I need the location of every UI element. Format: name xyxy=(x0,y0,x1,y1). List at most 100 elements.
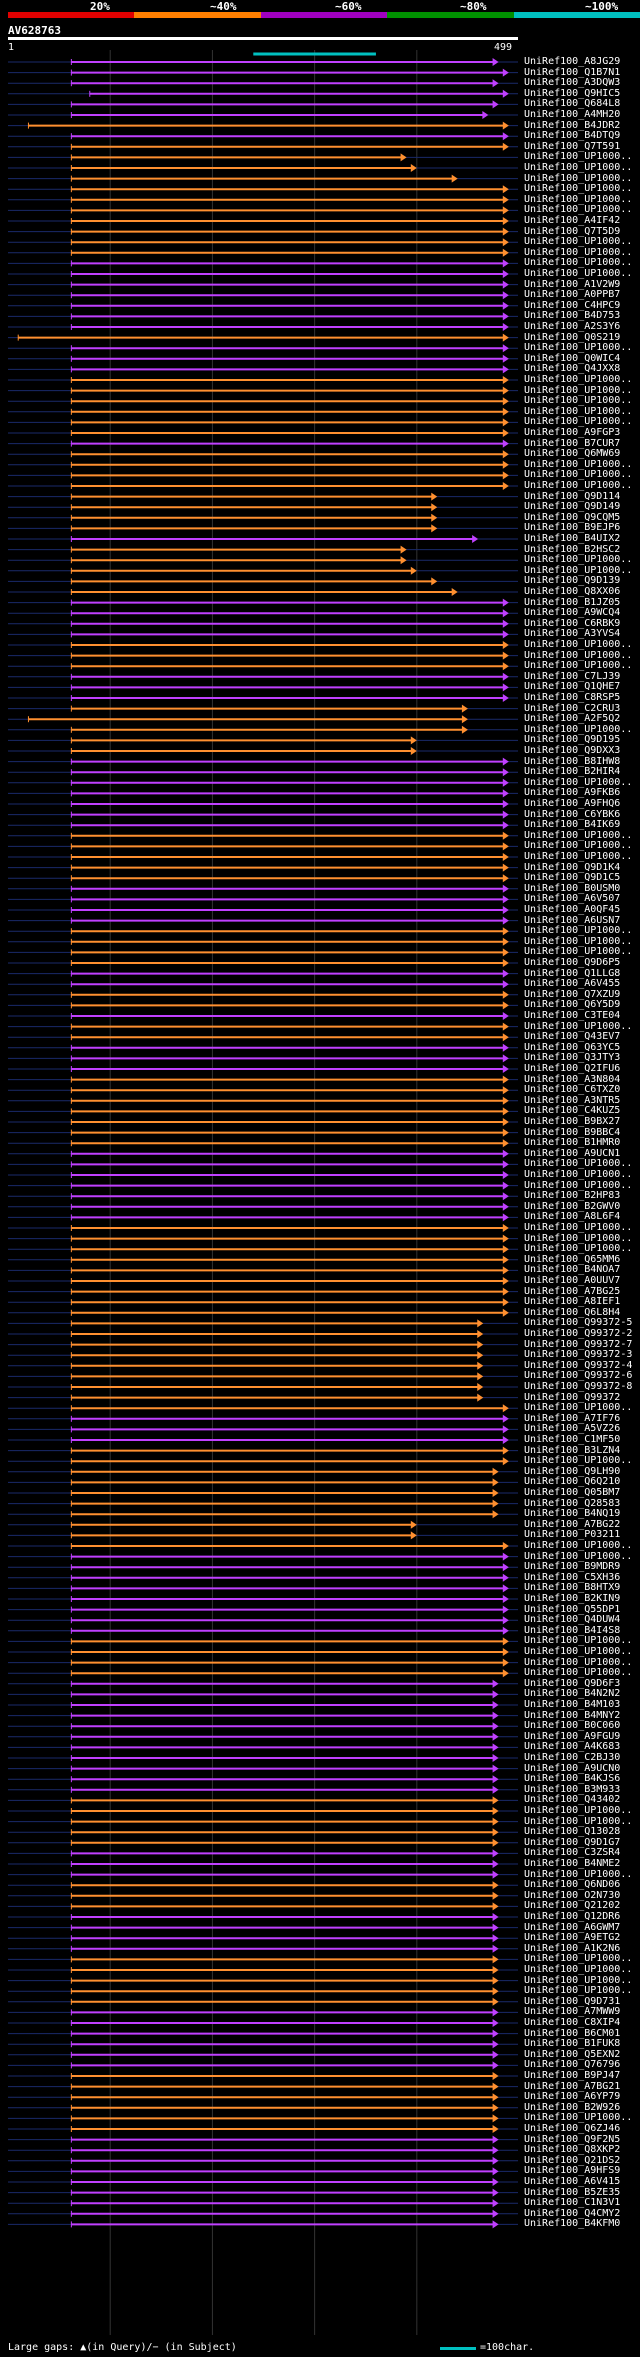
hit-label[interactable]: UniRef100_Q65MM6 xyxy=(524,1253,621,1265)
hit-row[interactable] xyxy=(8,1870,518,1879)
hit-label[interactable]: UniRef100_UP1000.. xyxy=(524,935,633,947)
hit-row[interactable] xyxy=(8,1722,518,1731)
hit-label[interactable]: UniRef100_A7BG21 xyxy=(524,2080,621,2092)
hit-label[interactable]: UniRef100_C4HPC9 xyxy=(524,299,621,311)
hit-row[interactable] xyxy=(8,248,518,257)
hit-row[interactable] xyxy=(8,1637,518,1646)
hit-row[interactable] xyxy=(8,1701,518,1709)
hit-label[interactable]: UniRef100_C7LJ39 xyxy=(524,670,621,682)
hit-row[interactable] xyxy=(8,694,518,702)
hit-label[interactable]: UniRef100_Q9F2N5 xyxy=(524,2133,621,2145)
hit-row[interactable] xyxy=(8,1171,518,1179)
hit-row[interactable] xyxy=(8,2135,518,2144)
hit-row[interactable] xyxy=(8,1520,518,1529)
hit-label[interactable]: UniRef100_A8IEF1 xyxy=(524,1296,621,1308)
hit-label[interactable]: UniRef100_UP1000.. xyxy=(524,183,633,195)
hit-row[interactable] xyxy=(8,1754,518,1762)
hit-row[interactable] xyxy=(8,588,518,596)
hit-label[interactable]: UniRef100_B2KIN9 xyxy=(524,1593,621,1604)
hit-row[interactable] xyxy=(8,1287,518,1296)
hit-row[interactable] xyxy=(8,853,518,861)
hit-row[interactable] xyxy=(8,259,518,268)
hit-label[interactable]: UniRef100_A9ETG2 xyxy=(524,1932,621,1944)
hit-label[interactable]: UniRef100_B1HMR0 xyxy=(524,1137,621,1149)
hit-label[interactable]: UniRef100_A3YVS4 xyxy=(524,628,621,640)
hit-label[interactable]: UniRef100_UP1000.. xyxy=(524,1455,633,1467)
hit-row[interactable] xyxy=(8,1224,518,1232)
hit-label[interactable]: UniRef100_C6RBK9 xyxy=(524,617,621,629)
hit-row[interactable] xyxy=(8,959,518,967)
hit-label[interactable]: UniRef100_B4I4S8 xyxy=(524,1624,621,1636)
hit-label[interactable]: UniRef100_UP1000.. xyxy=(524,1974,633,1986)
hit-label[interactable]: UniRef100_B9BX27 xyxy=(524,1116,621,1127)
hit-row[interactable] xyxy=(8,980,518,989)
hit-row[interactable] xyxy=(8,1075,518,1084)
hit-row[interactable] xyxy=(8,1648,518,1656)
hit-row[interactable] xyxy=(8,1711,518,1720)
hit-label[interactable]: UniRef100_B9MDR9 xyxy=(524,1561,621,1573)
hit-row[interactable] xyxy=(8,227,518,236)
hit-row[interactable] xyxy=(8,577,518,586)
hit-label[interactable]: UniRef100_B5ZE35 xyxy=(524,2186,621,2198)
hit-row[interactable] xyxy=(8,174,518,183)
hit-label[interactable]: UniRef100_Q13028 xyxy=(524,1826,621,1838)
hit-row[interactable] xyxy=(8,1510,518,1519)
hit-label[interactable]: UniRef100_B2HIR4 xyxy=(524,766,621,778)
hit-label[interactable]: UniRef100_Q9D114 xyxy=(524,490,621,502)
hit-label[interactable]: UniRef100_Q8XKP2 xyxy=(524,2144,621,2156)
hit-label[interactable]: UniRef100_B4KJS6 xyxy=(524,1773,621,1785)
hit-label[interactable]: UniRef100_UP1000.. xyxy=(524,162,633,173)
hit-row[interactable] xyxy=(8,990,518,999)
hit-row[interactable] xyxy=(8,1913,518,1921)
hit-label[interactable]: UniRef100_UP1000.. xyxy=(524,1169,633,1180)
hit-row[interactable] xyxy=(8,1404,518,1413)
hit-row[interactable] xyxy=(8,1499,518,1508)
hit-label[interactable]: UniRef100_A9HFS9 xyxy=(524,2165,621,2177)
hit-label[interactable]: UniRef100_Q9LH90 xyxy=(524,1465,621,1477)
hit-label[interactable]: UniRef100_UP1000.. xyxy=(524,268,633,279)
hit-row[interactable] xyxy=(8,948,518,957)
hit-row[interactable] xyxy=(8,545,518,554)
hit-row[interactable] xyxy=(8,1489,518,1497)
hit-row[interactable] xyxy=(8,354,518,363)
hit-label[interactable]: UniRef100_Q9D149 xyxy=(524,501,621,513)
hit-label[interactable]: UniRef100_UP1000.. xyxy=(524,236,633,248)
hit-row[interactable] xyxy=(8,2061,518,2070)
hit-label[interactable]: UniRef100_A8L6F4 xyxy=(524,1211,621,1223)
hit-row[interactable] xyxy=(8,482,518,490)
hit-row[interactable] xyxy=(8,280,518,289)
hit-label[interactable]: UniRef100_UP1000.. xyxy=(524,1540,633,1551)
hit-row[interactable] xyxy=(8,2209,518,2218)
hit-row[interactable] xyxy=(8,651,518,660)
hit-label[interactable]: UniRef100_UP1000.. xyxy=(524,204,633,216)
hit-label[interactable]: UniRef100_C1MF50 xyxy=(524,1434,621,1445)
hit-label[interactable]: UniRef100_UP1000.. xyxy=(524,1222,633,1233)
hit-label[interactable]: UniRef100_Q2IFU6 xyxy=(524,1063,621,1074)
hit-row[interactable] xyxy=(8,1595,518,1603)
hit-label[interactable]: UniRef100_Q4JXX8 xyxy=(524,363,621,375)
hit-row[interactable] xyxy=(8,1383,518,1391)
hit-label[interactable]: UniRef100_Q9CQM5 xyxy=(524,511,621,523)
hit-row[interactable] xyxy=(8,2178,518,2186)
hit-row[interactable] xyxy=(8,1796,518,1805)
hit-row[interactable] xyxy=(8,1255,518,1264)
hit-label[interactable]: UniRef100_C6YBK6 xyxy=(524,808,621,820)
hit-label[interactable]: UniRef100_Q9D6F3 xyxy=(524,1677,621,1689)
hit-label[interactable]: UniRef100_Q28583 xyxy=(524,1497,621,1509)
hit-row[interactable] xyxy=(8,1436,518,1444)
hit-row[interactable] xyxy=(8,1860,518,1868)
hit-row[interactable] xyxy=(8,1679,518,1688)
hit-row[interactable] xyxy=(8,1012,518,1020)
hit-row[interactable] xyxy=(8,641,518,649)
hit-label[interactable]: UniRef100_A2F5Q2 xyxy=(524,713,621,725)
hit-label[interactable]: UniRef100_UP1000.. xyxy=(524,554,633,566)
hit-label[interactable]: UniRef100_Q9D1G7 xyxy=(524,1836,621,1848)
hit-label[interactable]: UniRef100_UP1000.. xyxy=(524,395,633,407)
hit-label[interactable]: UniRef100_A0PPB7 xyxy=(524,289,621,301)
hit-row[interactable] xyxy=(8,789,518,798)
hit-row[interactable] xyxy=(8,566,518,575)
hit-row[interactable] xyxy=(8,2156,518,2165)
hit-label[interactable]: UniRef100_Q9D731 xyxy=(524,1995,621,2007)
hit-row[interactable] xyxy=(8,619,518,628)
hit-row[interactable] xyxy=(8,2114,518,2123)
